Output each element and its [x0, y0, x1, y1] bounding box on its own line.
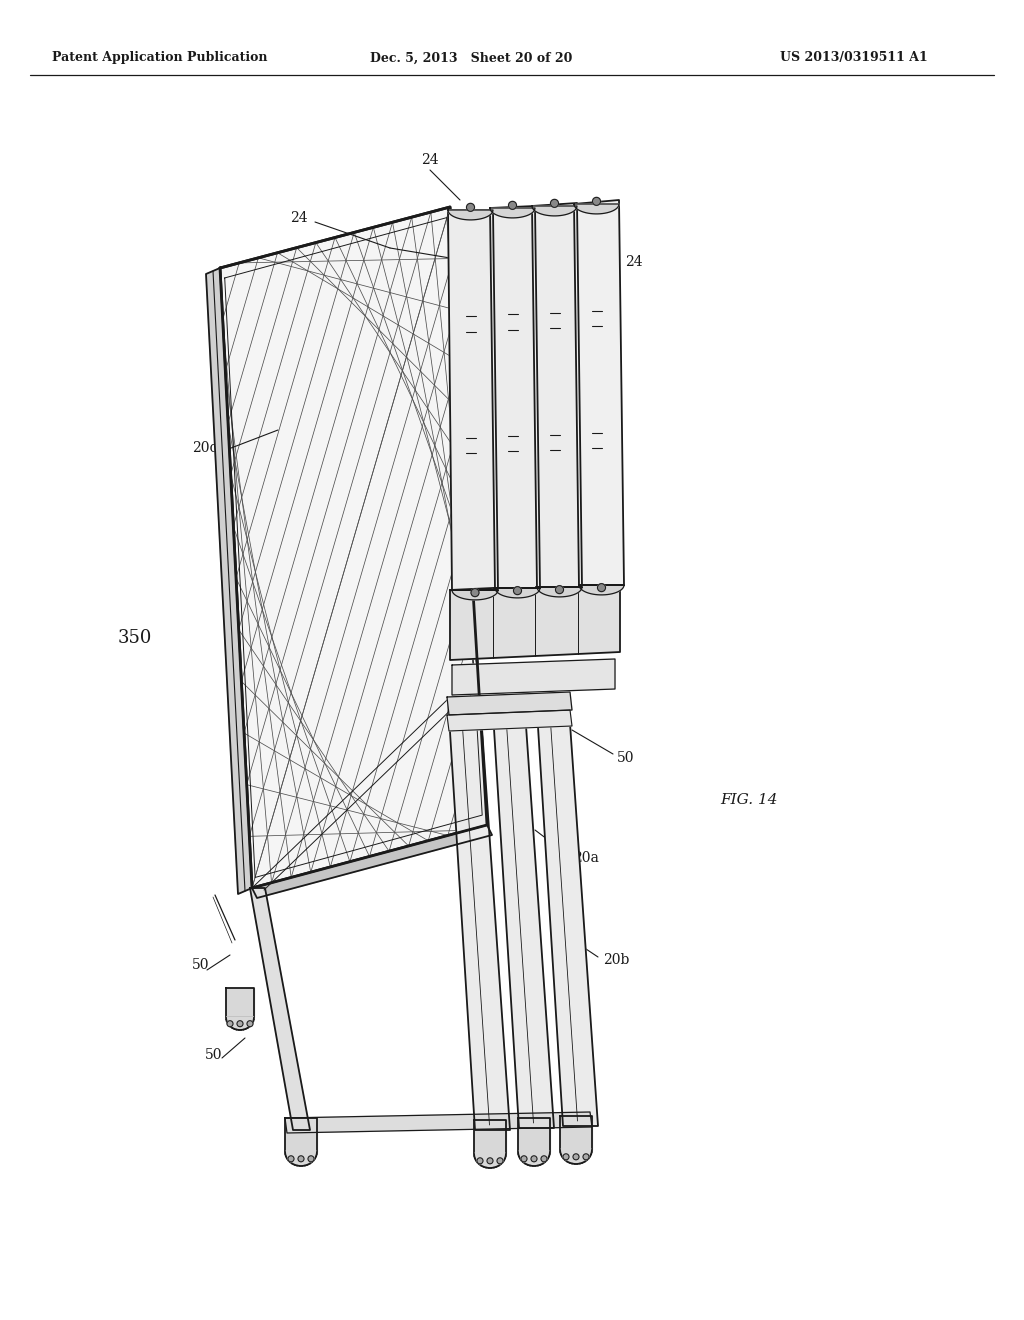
Polygon shape [447, 710, 572, 731]
Polygon shape [449, 700, 510, 1130]
Polygon shape [449, 210, 498, 590]
Circle shape [477, 1158, 483, 1164]
Polygon shape [252, 825, 492, 898]
Circle shape [551, 199, 558, 207]
Polygon shape [450, 582, 620, 660]
Circle shape [531, 1156, 537, 1162]
Circle shape [563, 1154, 569, 1160]
Polygon shape [447, 692, 572, 715]
Text: 20a: 20a [573, 851, 599, 865]
Polygon shape [220, 207, 487, 888]
Circle shape [288, 1156, 294, 1162]
Text: 24: 24 [291, 211, 308, 224]
Text: 50: 50 [205, 1048, 222, 1063]
Polygon shape [537, 587, 582, 597]
Text: 50: 50 [617, 751, 635, 766]
Text: 24: 24 [421, 153, 439, 168]
Polygon shape [206, 268, 252, 894]
Polygon shape [490, 209, 535, 218]
Polygon shape [474, 1154, 506, 1168]
Polygon shape [452, 590, 498, 599]
Text: 20b: 20b [603, 953, 630, 968]
Polygon shape [518, 1118, 550, 1151]
Polygon shape [574, 205, 618, 214]
Polygon shape [490, 206, 540, 590]
Circle shape [487, 1158, 493, 1164]
Circle shape [597, 583, 605, 591]
Circle shape [513, 586, 521, 594]
Circle shape [573, 1154, 579, 1160]
Circle shape [247, 1020, 253, 1027]
Polygon shape [492, 697, 554, 1129]
Polygon shape [285, 1151, 317, 1166]
Polygon shape [532, 206, 577, 216]
Polygon shape [560, 1150, 592, 1164]
Circle shape [541, 1156, 547, 1162]
Circle shape [298, 1156, 304, 1162]
Polygon shape [536, 696, 598, 1126]
Text: 24: 24 [625, 255, 643, 269]
Text: FIG. 14: FIG. 14 [720, 793, 777, 807]
Circle shape [555, 586, 563, 594]
Circle shape [467, 203, 474, 211]
Polygon shape [574, 201, 624, 587]
Polygon shape [226, 987, 254, 1018]
Polygon shape [560, 1115, 592, 1150]
Text: 50: 50 [193, 958, 210, 972]
Text: 350: 350 [118, 630, 153, 647]
Circle shape [497, 1158, 503, 1164]
Text: US 2013/0319511 A1: US 2013/0319511 A1 [780, 51, 928, 65]
Text: 20c: 20c [193, 441, 217, 455]
Polygon shape [452, 659, 615, 696]
Text: Patent Application Publication: Patent Application Publication [52, 51, 267, 65]
Circle shape [521, 1156, 527, 1162]
Circle shape [583, 1154, 589, 1160]
Circle shape [237, 1020, 243, 1027]
Polygon shape [250, 888, 310, 1130]
Polygon shape [579, 585, 624, 595]
Circle shape [593, 198, 600, 206]
Polygon shape [532, 203, 582, 589]
Polygon shape [285, 1111, 592, 1133]
Polygon shape [449, 210, 493, 220]
Polygon shape [495, 587, 540, 598]
Polygon shape [518, 1151, 550, 1166]
Circle shape [509, 202, 516, 210]
Circle shape [227, 1020, 233, 1027]
Circle shape [308, 1156, 314, 1162]
Polygon shape [285, 1118, 317, 1151]
Circle shape [471, 589, 479, 597]
Polygon shape [474, 1119, 506, 1154]
Polygon shape [226, 1018, 254, 1030]
Text: Dec. 5, 2013   Sheet 20 of 20: Dec. 5, 2013 Sheet 20 of 20 [370, 51, 572, 65]
